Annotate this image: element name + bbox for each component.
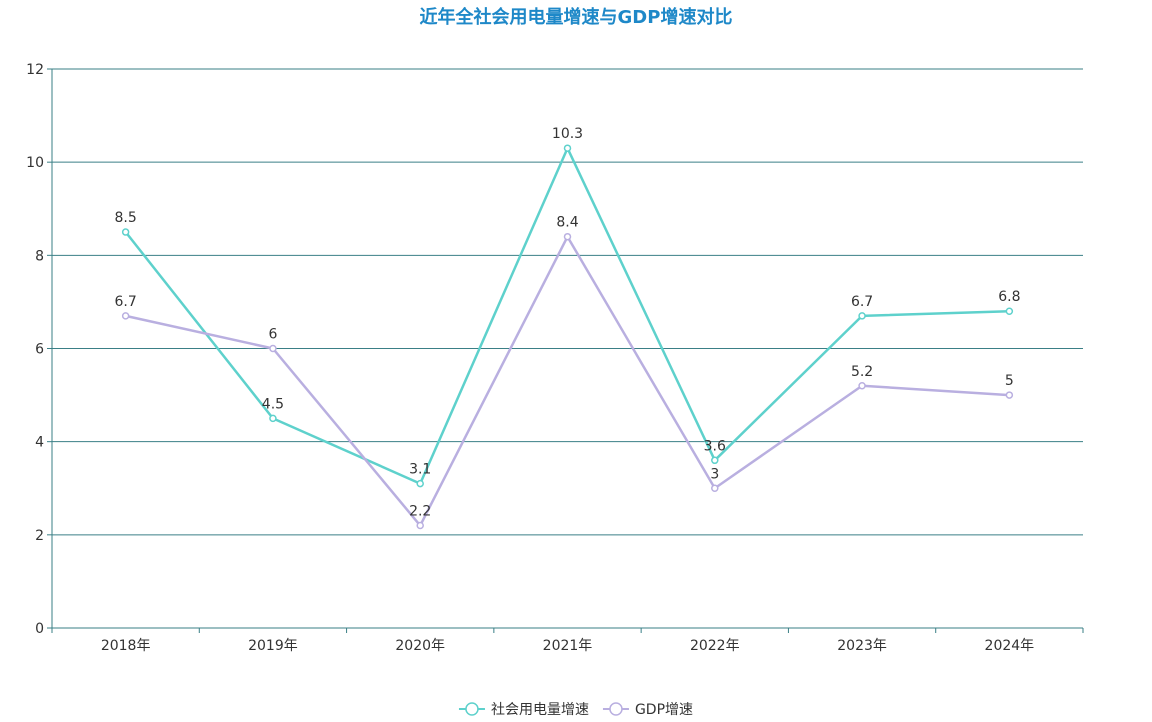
legend-marker-icon xyxy=(609,702,623,716)
x-tick-label: 2019年 xyxy=(248,638,298,654)
data-point[interactable] xyxy=(416,479,424,488)
series xyxy=(121,144,1014,530)
data-point[interactable] xyxy=(1005,391,1014,399)
data-label: 8.5 xyxy=(115,210,137,226)
y-tick-label: 12 xyxy=(26,62,44,78)
data-point[interactable] xyxy=(1005,307,1014,315)
y-tick-label: 10 xyxy=(26,155,44,171)
x-tick-label: 2018年 xyxy=(101,638,151,654)
data-label: 6.8 xyxy=(998,289,1020,305)
data-point[interactable] xyxy=(416,521,424,530)
legend-label: 社会用电量增速 xyxy=(491,702,589,718)
data-label: 8.4 xyxy=(556,215,578,231)
x-tick-label: 2021年 xyxy=(543,638,593,654)
data-label: 10.3 xyxy=(552,126,583,142)
data-point[interactable] xyxy=(858,312,866,320)
x-tick-label: 2023年 xyxy=(837,638,887,654)
x-tick-label: 2024年 xyxy=(985,638,1035,654)
data-label: 5 xyxy=(1005,373,1014,389)
legend[interactable]: 社会用电量增速 GDP增速 xyxy=(458,702,693,718)
axes: 0 2 4 6 8 10 12 2018年 2019年 2020年 2021年 2022年 2023年 2… xyxy=(26,62,1084,654)
y-tick-label: 6 xyxy=(35,342,44,358)
chart-title: 近年全社会用电量增速与GDP增速对比 xyxy=(420,6,733,28)
data-labels: 8.5 4.5 3.1 10.3 3.6 6.7 6.8 6.7 6 2.2 8.4 3 5.2 5 xyxy=(115,126,1021,519)
y-tick-label: 2 xyxy=(35,528,44,544)
data-point[interactable] xyxy=(121,312,130,320)
data-point[interactable] xyxy=(711,456,719,465)
x-tick-label: 2020年 xyxy=(395,638,445,654)
data-label: 5.2 xyxy=(851,364,873,380)
data-label: 3 xyxy=(710,466,719,482)
legend-item-0[interactable]: 社会用电量增速 xyxy=(458,702,589,718)
data-label: 6.7 xyxy=(851,294,873,310)
y-tick-label: 8 xyxy=(35,248,44,264)
series-line-0 xyxy=(124,146,1010,485)
data-label: 4.5 xyxy=(262,396,284,412)
y-tick-label: 0 xyxy=(35,621,44,637)
data-point[interactable] xyxy=(121,228,130,236)
y-tick-label: 4 xyxy=(35,435,44,451)
data-point[interactable] xyxy=(269,414,277,423)
data-point[interactable] xyxy=(563,232,572,241)
data-point[interactable] xyxy=(711,484,719,492)
legend-item-1[interactable]: GDP增速 xyxy=(602,702,693,718)
grid-lines xyxy=(52,68,1083,536)
legend-label: GDP增速 xyxy=(635,702,693,718)
data-point[interactable] xyxy=(563,144,572,152)
data-point[interactable] xyxy=(858,382,866,390)
data-label: 3.6 xyxy=(704,438,726,454)
x-tick-label: 2022年 xyxy=(690,638,740,654)
data-point[interactable] xyxy=(269,344,277,353)
legend-marker-icon xyxy=(465,702,479,716)
data-label: 2.2 xyxy=(409,504,431,520)
series-line-1 xyxy=(125,235,1010,527)
data-label: 3.1 xyxy=(409,462,431,478)
data-label: 6 xyxy=(268,327,277,343)
data-label: 6.7 xyxy=(115,294,137,310)
